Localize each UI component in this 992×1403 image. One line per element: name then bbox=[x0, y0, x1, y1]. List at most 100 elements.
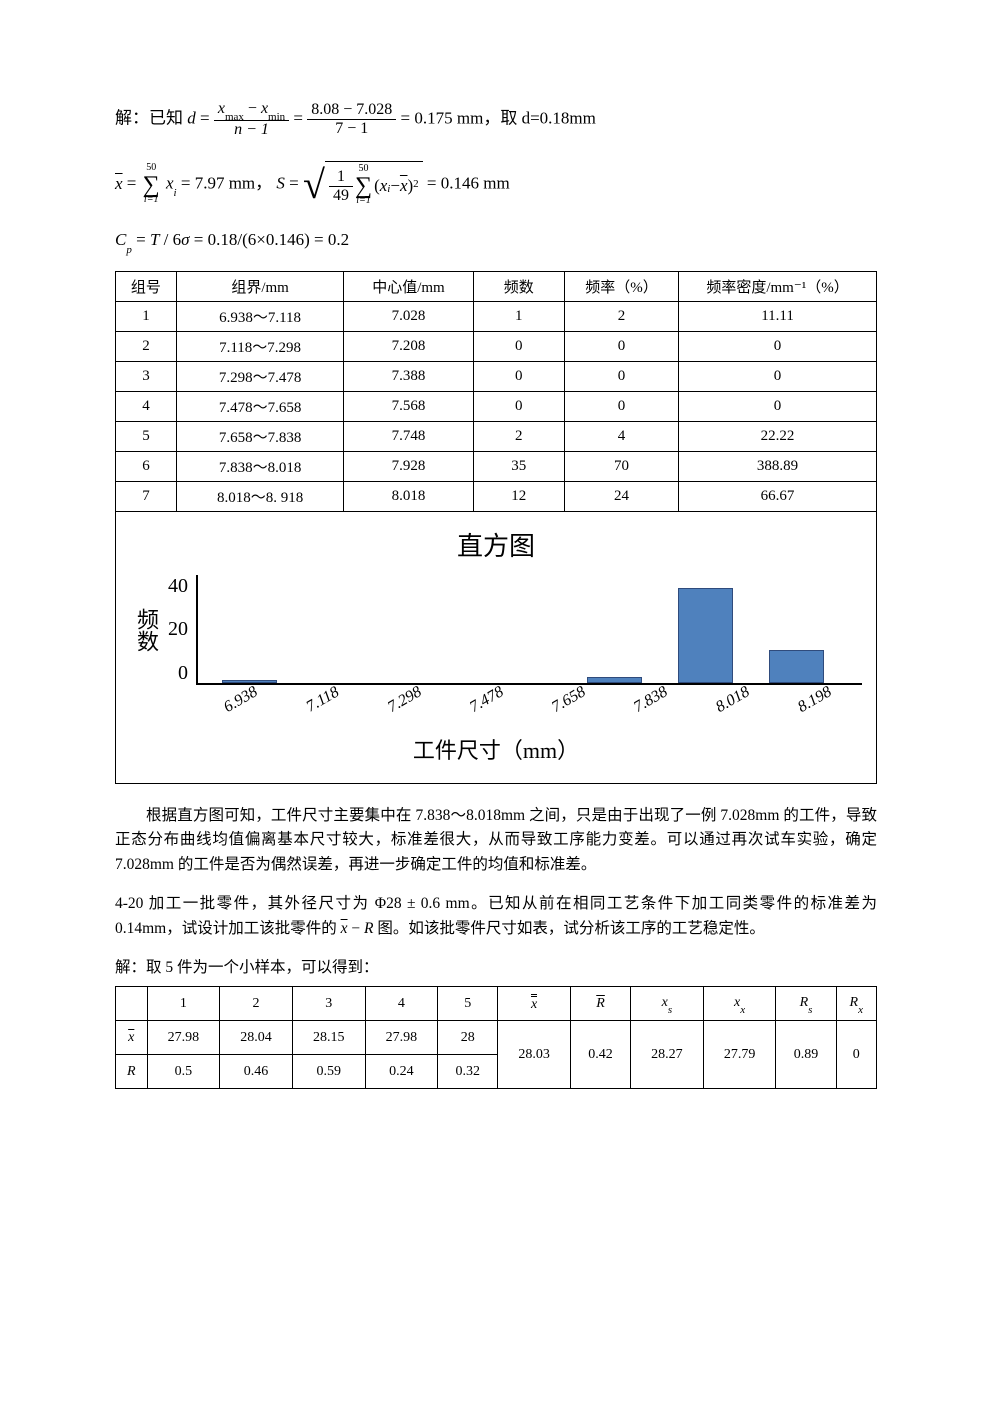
table-cell: 6.938～7.118 bbox=[176, 301, 343, 331]
table-cell: 28.04 bbox=[220, 1021, 293, 1055]
table-cell: 7.298～7.478 bbox=[176, 361, 343, 391]
table-row: 27.118～7.2987.208000 bbox=[116, 331, 877, 361]
table-header: 频数 bbox=[473, 271, 564, 301]
ytick: 0 bbox=[168, 662, 188, 685]
table-cell: 0 bbox=[679, 391, 877, 421]
formula-cp: Cp = T / 6σ = 0.18/(6×0.146) = 0.2 bbox=[115, 230, 877, 252]
table-cell: 7.748 bbox=[344, 421, 473, 451]
table-cell: 0 bbox=[564, 391, 678, 421]
bar-slot bbox=[386, 575, 477, 683]
table-header: 频率（%） bbox=[564, 271, 678, 301]
table-cell: 4 bbox=[116, 391, 177, 421]
chart-plot bbox=[196, 575, 862, 685]
histogram-bar bbox=[769, 650, 824, 682]
table-cell: 7.208 bbox=[344, 331, 473, 361]
table-cell: 0.5 bbox=[147, 1055, 220, 1089]
table-cell: 7 bbox=[116, 481, 177, 511]
table-cell: 24 bbox=[564, 481, 678, 511]
table-cell: 8.018 bbox=[344, 481, 473, 511]
table-row: 57.658～7.8387.7482422.22 bbox=[116, 421, 877, 451]
table-cell: 0 bbox=[564, 331, 678, 361]
table-cell: 5 bbox=[438, 987, 498, 1021]
table-cell: R bbox=[116, 1055, 148, 1089]
table-header: 组界/mm bbox=[176, 271, 343, 301]
table-cell: 0 bbox=[836, 1021, 876, 1089]
table-cell: 27.79 bbox=[703, 1021, 776, 1089]
table-cell: 5 bbox=[116, 421, 177, 451]
table-row: 78.018～8. 9188.018122466.67 bbox=[116, 481, 877, 511]
table-cell: 0.42 bbox=[570, 1021, 630, 1089]
table-cell: 7.478～7.658 bbox=[176, 391, 343, 421]
table-header: 中心值/mm bbox=[344, 271, 473, 301]
bar-slot bbox=[569, 575, 660, 683]
table-header: 频率密度/mm⁻¹（%） bbox=[679, 271, 877, 301]
bar-slot bbox=[204, 575, 295, 683]
analysis-paragraph: 根据直方图可知，工件尺寸主要集中在 7.838～8.018mm 之间，只是由于出… bbox=[115, 804, 877, 878]
table-cell: 0.89 bbox=[776, 1021, 836, 1089]
table-cell: 1 bbox=[147, 987, 220, 1021]
chart-yaxis: 40200 bbox=[168, 575, 188, 685]
table-cell: 0 bbox=[473, 391, 564, 421]
table-cell: 12 bbox=[473, 481, 564, 511]
table-cell: 1 bbox=[116, 301, 177, 331]
formula-xbar-s: x = 50∑i=1 xi = 7.97 mm， S = √ 149 50∑i=… bbox=[115, 161, 877, 208]
table-cell: 3 bbox=[292, 987, 365, 1021]
table-cell: 4 bbox=[564, 421, 678, 451]
table-cell: 0 bbox=[473, 331, 564, 361]
table-cell: 66.67 bbox=[679, 481, 877, 511]
table-cell: 388.89 bbox=[679, 451, 877, 481]
frequency-table: 组号组界/mm中心值/mm频数频率（%）频率密度/mm⁻¹（%） 16.938～… bbox=[115, 271, 877, 512]
bar-slot bbox=[751, 575, 842, 683]
table-cell: 11.11 bbox=[679, 301, 877, 331]
table-cell: 28.15 bbox=[292, 1021, 365, 1055]
table-cell: 2 bbox=[220, 987, 293, 1021]
table-cell: 3 bbox=[116, 361, 177, 391]
table-cell: 22.22 bbox=[679, 421, 877, 451]
table-cell: 0.46 bbox=[220, 1055, 293, 1089]
table-header: 组号 bbox=[116, 271, 177, 301]
table-row: 37.298～7.4787.388000 bbox=[116, 361, 877, 391]
table-cell: 7.028 bbox=[344, 301, 473, 331]
table-cell: 6 bbox=[116, 451, 177, 481]
table-cell: 2 bbox=[116, 331, 177, 361]
table-cell: 0.32 bbox=[438, 1055, 498, 1089]
table-cell: 8.018～8. 918 bbox=[176, 481, 343, 511]
calc-table: 12345xRxsxxRsRx x27.9828.0428.1527.98282… bbox=[115, 986, 877, 1089]
table-cell: 0.24 bbox=[365, 1055, 438, 1089]
table-cell: Rs bbox=[776, 987, 836, 1021]
table-cell: 28.03 bbox=[498, 1021, 571, 1089]
table-cell: 35 bbox=[473, 451, 564, 481]
chart-xticks: 6.9387.1187.2987.4787.6587.8388.0188.198 bbox=[194, 691, 862, 709]
table-cell: 70 bbox=[564, 451, 678, 481]
table-cell: 27.98 bbox=[365, 1021, 438, 1055]
table-cell: x bbox=[116, 1021, 148, 1055]
table-cell: 1 bbox=[473, 301, 564, 331]
table-row: 16.938～7.1187.0281211.11 bbox=[116, 301, 877, 331]
table-cell: 28.27 bbox=[631, 1021, 704, 1089]
table-cell: 0 bbox=[679, 331, 877, 361]
bar-slot bbox=[660, 575, 751, 683]
chart-title: 直方图 bbox=[130, 526, 862, 563]
table-cell: x bbox=[498, 987, 571, 1021]
table-cell: 0 bbox=[564, 361, 678, 391]
table-cell: R bbox=[570, 987, 630, 1021]
table-row: 67.838～8.0187.9283570388.89 bbox=[116, 451, 877, 481]
table-cell: 2 bbox=[564, 301, 678, 331]
table-cell: Rx bbox=[836, 987, 876, 1021]
prefix: 解：已知 bbox=[115, 109, 187, 128]
table-cell: 0 bbox=[679, 361, 877, 391]
histogram-bar bbox=[678, 588, 733, 683]
table-cell bbox=[116, 987, 148, 1021]
table-cell: xx bbox=[703, 987, 776, 1021]
table-cell: 7.658～7.838 bbox=[176, 421, 343, 451]
table-cell: 28 bbox=[438, 1021, 498, 1055]
table-cell: 4 bbox=[365, 987, 438, 1021]
table-row: 47.478～7.6587.568000 bbox=[116, 391, 877, 421]
table-cell: 7.928 bbox=[344, 451, 473, 481]
chart-ylabel: 频数 bbox=[130, 608, 162, 652]
histogram-chart: 直方图 频数 40200 6.9387.1187.2987.4787.6587.… bbox=[115, 512, 877, 784]
formula-d: 解：已知 d = xmax − xmin n − 1 = 8.08 − 7.02… bbox=[115, 100, 877, 139]
question-420: 4-20 加工一批零件，其外径尺寸为 Φ28 ± 0.6 mm。已知从前在相同工… bbox=[115, 892, 877, 942]
table-cell: xs bbox=[631, 987, 704, 1021]
table-cell: 27.98 bbox=[147, 1021, 220, 1055]
